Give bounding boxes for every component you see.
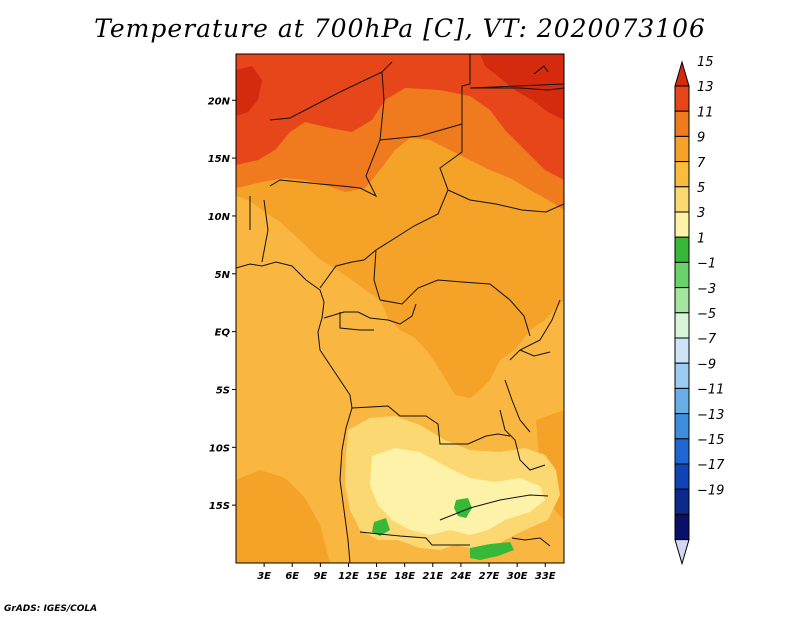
colorbar-label: 13	[697, 80, 714, 95]
contour-1-3-c	[470, 542, 514, 560]
contour-13-15	[236, 54, 564, 180]
x-tick-label: 30E	[507, 571, 528, 582]
colorbar-swatch	[674, 161, 690, 188]
colorbar-swatch	[674, 236, 690, 263]
colorbar-label: 3	[697, 206, 705, 221]
y-tick-label: 10S	[209, 443, 230, 454]
y-tick-label: 15S	[209, 501, 230, 512]
contour-9-11-south	[236, 470, 330, 563]
x-tick-label: 9E	[313, 571, 327, 582]
x-tick-label: 18E	[394, 571, 415, 582]
colorbar-label: −17	[697, 458, 725, 473]
colorbar-swatch	[674, 312, 690, 339]
x-tick-label: 15E	[366, 571, 387, 582]
colorbar-label: −5	[697, 307, 716, 322]
country-borders	[236, 54, 564, 563]
colorbar-max-triangle	[674, 60, 690, 87]
y-axis: 20N 15N 10N 5N EQ 5S 10S 15S	[208, 96, 236, 512]
colorbar-swatch	[674, 463, 690, 490]
colorbar-swatch	[674, 135, 690, 163]
colorbar-swatch	[674, 488, 690, 515]
colorbar-label: 7	[697, 156, 706, 171]
x-tick-label: 33E	[535, 571, 556, 582]
colorbar-swatch	[674, 438, 690, 465]
colorbar-swatch	[674, 110, 690, 137]
colorbar-label: −9	[697, 357, 716, 372]
x-axis: 3E 6E 9E 12E 15E 18E 21E 24E 27E 30E 33E	[257, 563, 556, 582]
colorbar-swatch	[674, 211, 690, 238]
colorbar-swatch	[674, 186, 690, 213]
colorbar-swatch	[674, 337, 690, 364]
colorbar-label: −3	[697, 282, 716, 297]
colorbar-label: −11	[697, 383, 724, 398]
colorbar-swatch	[674, 287, 690, 314]
colorbar-swatch	[674, 413, 690, 440]
y-tick-label: 5N	[215, 270, 231, 281]
y-tick-label: 15N	[208, 154, 231, 165]
contour-15-plus	[480, 54, 564, 120]
contour-15-plus-west	[236, 66, 262, 116]
y-tick-label: 5S	[216, 385, 230, 396]
colorbar-label: 1	[697, 231, 705, 246]
x-tick-label: 21E	[422, 571, 443, 582]
colorbar-label: 11	[697, 105, 714, 120]
colorbar-label: −15	[697, 433, 724, 448]
x-tick-label: 24E	[451, 571, 472, 582]
x-tick-label: 3E	[257, 571, 271, 582]
colorbar-swatch	[674, 362, 690, 389]
colorbar-swatch	[674, 513, 690, 541]
colorbar-swatch	[674, 85, 690, 112]
y-tick-label: 10N	[208, 212, 231, 223]
temperature-field	[236, 54, 564, 563]
contour-3-5	[370, 448, 545, 535]
colorbar-swatch	[674, 387, 690, 415]
y-tick-label: EQ	[215, 328, 231, 339]
colorbar-label: −1	[697, 257, 716, 272]
map-frame	[235, 53, 565, 564]
y-tick-label: 20N	[208, 96, 231, 107]
colorbar-label: 15	[697, 55, 714, 70]
colorbar-label: −13	[697, 408, 724, 423]
colorbar-label: 5	[697, 181, 705, 196]
credit-text: GrADS: IGES/COLA	[4, 604, 98, 614]
colorbar: 15 13 11 9 7 5 3 1 −1 −3 −5 −7 −9 −11 −13 −15 −17 −19	[674, 55, 725, 566]
colorbar-label: −19	[697, 483, 724, 498]
x-tick-label: 27E	[479, 571, 500, 582]
colorbar-label: 9	[697, 131, 705, 146]
x-tick-label: 6E	[285, 571, 299, 582]
colorbar-swatch	[674, 261, 690, 289]
chart-title: Temperature at 700hPa [C], VT: 202007310…	[94, 14, 706, 43]
contour-1-3-b	[372, 518, 390, 536]
colorbar-label: −7	[697, 332, 717, 347]
x-tick-label: 12E	[338, 571, 359, 582]
colorbar-min-triangle	[674, 539, 690, 566]
